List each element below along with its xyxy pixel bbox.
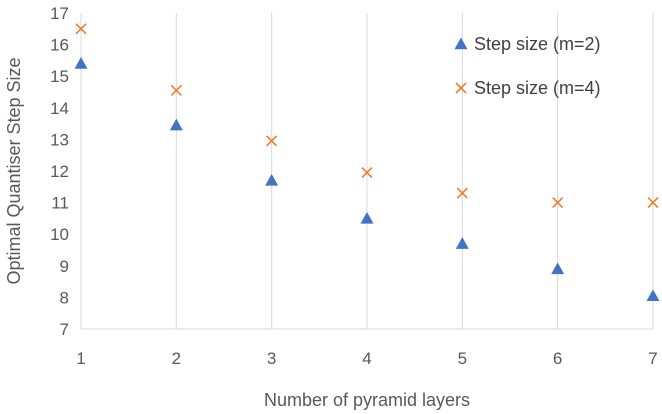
y-tick-label: 8: [60, 288, 69, 307]
point-series2-1: [75, 23, 87, 35]
y-axis-title: Optimal Quantiser Step Size: [4, 57, 24, 284]
legend-label-2: Step size (m=4): [474, 78, 601, 98]
x-tick-label: 3: [267, 349, 276, 368]
x-tick-labels: 1 2 3 4 5 6 7: [76, 349, 657, 368]
point-series1-6: [551, 262, 565, 275]
y-tick-label: 11: [51, 194, 69, 213]
point-series1-1: [74, 57, 88, 69]
point-series1-7: [646, 289, 660, 302]
y-tick-label: 7: [60, 320, 69, 339]
y-tick-label: 13: [50, 130, 69, 149]
legend-label-1: Step size (m=2): [474, 34, 601, 54]
data-points: [74, 23, 660, 302]
point-series2-2: [170, 84, 182, 96]
gridlines: [80, 13, 654, 330]
x-axis-title: Number of pyramid layers: [264, 390, 470, 410]
point-series2-6: [552, 197, 564, 209]
y-tick-label: 14: [50, 99, 69, 118]
point-series1-2: [169, 118, 183, 131]
x-tick-label: 1: [76, 349, 85, 368]
point-series1-5: [455, 237, 469, 249]
legend: Step size (m=2) Step size (m=4): [454, 34, 601, 98]
point-series1-3: [265, 173, 279, 186]
x-tick-label: 4: [362, 349, 371, 368]
y-tick-label: 17: [50, 4, 69, 23]
x-tick-label: 5: [458, 349, 467, 368]
point-series1-4: [360, 211, 374, 224]
legend-marker-2: [455, 82, 467, 94]
legend-marker-1: [454, 37, 468, 50]
y-tick-label: 12: [50, 162, 69, 181]
y-tick-label: 16: [50, 36, 69, 55]
point-series2-4: [361, 167, 373, 179]
point-series2-7: [647, 197, 659, 209]
point-series2-3: [266, 135, 278, 147]
x-tick-label: 2: [172, 349, 181, 368]
point-series2-5: [456, 187, 468, 199]
y-tick-label: 10: [50, 225, 69, 244]
y-tick-label: 15: [50, 67, 69, 86]
x-tick-label: 6: [553, 349, 562, 368]
y-tick-labels: 7 8 9 10 11 12 13 14 15 16 17: [50, 4, 69, 339]
y-tick-label: 9: [60, 257, 69, 276]
x-tick-label: 7: [648, 349, 657, 368]
